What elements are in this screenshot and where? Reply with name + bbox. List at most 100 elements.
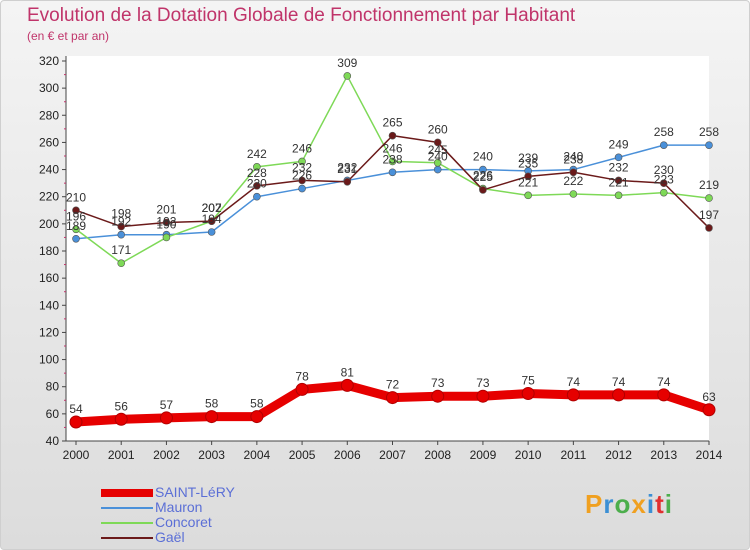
x-tick-label: 2008 bbox=[424, 448, 451, 462]
data-label: 58 bbox=[250, 397, 264, 411]
data-point bbox=[69, 415, 83, 429]
x-tick-label: 2013 bbox=[650, 448, 677, 462]
data-point bbox=[705, 224, 713, 232]
data-point bbox=[614, 191, 623, 200]
data-point bbox=[340, 378, 354, 392]
data-point bbox=[521, 387, 535, 400]
data-label: 231 bbox=[337, 162, 357, 176]
data-point bbox=[705, 194, 713, 202]
data-point bbox=[659, 179, 668, 187]
data-label: 74 bbox=[657, 375, 671, 389]
data-point bbox=[386, 391, 399, 405]
data-label: 74 bbox=[567, 375, 581, 389]
data-point bbox=[253, 182, 261, 190]
data-label: 58 bbox=[205, 397, 219, 411]
x-tick-label: 2014 bbox=[696, 448, 723, 462]
data-point bbox=[388, 168, 397, 177]
data-point bbox=[614, 153, 623, 162]
data-point bbox=[431, 389, 445, 403]
data-point bbox=[250, 410, 264, 424]
data-point bbox=[479, 165, 487, 174]
data-label: 219 bbox=[699, 178, 719, 192]
data-point bbox=[433, 165, 442, 174]
x-tick-label: 2001 bbox=[108, 448, 135, 462]
logo-letter: i bbox=[646, 489, 656, 519]
chart-subtitle: (en € et par an) bbox=[27, 29, 110, 43]
legend-swatch bbox=[101, 537, 153, 539]
x-tick-label: 2012 bbox=[605, 448, 632, 462]
data-label: 230 bbox=[654, 163, 674, 177]
data-label: 189 bbox=[66, 219, 86, 233]
data-label: 235 bbox=[518, 156, 538, 170]
data-label: 260 bbox=[428, 122, 448, 136]
logo-letter: i bbox=[664, 489, 673, 519]
data-label: 56 bbox=[115, 399, 129, 413]
logo-letter: P bbox=[585, 489, 604, 519]
data-label: 258 bbox=[654, 125, 674, 139]
data-point bbox=[569, 190, 578, 198]
data-point bbox=[72, 206, 80, 215]
legend-label: Mauron bbox=[155, 499, 203, 515]
data-label: 57 bbox=[160, 398, 174, 412]
y-tick-label: 160 bbox=[39, 271, 59, 285]
data-point bbox=[298, 184, 306, 193]
data-label: 207 bbox=[202, 201, 222, 215]
data-point bbox=[207, 228, 216, 236]
data-point bbox=[298, 176, 306, 185]
legend-label: Concoret bbox=[155, 514, 212, 530]
data-label: 194 bbox=[202, 212, 222, 226]
data-label: 190 bbox=[156, 217, 176, 231]
y-tick-label: 140 bbox=[39, 298, 59, 312]
data-point bbox=[614, 176, 623, 185]
data-label: 238 bbox=[382, 152, 402, 166]
data-label: 221 bbox=[518, 175, 538, 189]
y-tick-label: 320 bbox=[39, 54, 59, 68]
data-point bbox=[388, 131, 397, 140]
data-label: 226 bbox=[292, 169, 312, 183]
data-point bbox=[72, 225, 80, 234]
data-label: 246 bbox=[382, 141, 402, 155]
data-point bbox=[569, 168, 578, 177]
data-label: 196 bbox=[66, 209, 86, 223]
y-tick-label: 300 bbox=[39, 81, 59, 95]
y-tick-label: 180 bbox=[39, 244, 59, 258]
data-point bbox=[295, 382, 309, 396]
data-point bbox=[657, 388, 671, 402]
data-label: 54 bbox=[69, 402, 83, 416]
data-point bbox=[253, 163, 261, 171]
data-label: 75 bbox=[521, 374, 535, 388]
y-tick-label: 200 bbox=[39, 217, 59, 231]
data-label: 246 bbox=[292, 141, 312, 155]
y-tick-label: 220 bbox=[39, 190, 59, 204]
data-point bbox=[117, 222, 126, 231]
logo-letter: x bbox=[631, 489, 647, 519]
x-tick-label: 2005 bbox=[289, 448, 316, 462]
data-label: 232 bbox=[337, 160, 357, 174]
y-tick-label: 80 bbox=[46, 380, 60, 394]
data-point bbox=[117, 230, 126, 239]
x-tick-label: 2010 bbox=[515, 448, 542, 462]
data-point bbox=[612, 388, 626, 402]
data-point bbox=[114, 412, 128, 426]
data-label: 73 bbox=[476, 376, 490, 390]
data-point bbox=[205, 410, 219, 424]
legend-swatch bbox=[101, 522, 153, 524]
y-tick-label: 260 bbox=[39, 135, 59, 149]
data-label: 73 bbox=[431, 376, 445, 390]
y-tick-label: 120 bbox=[39, 325, 59, 339]
data-label: 171 bbox=[111, 243, 131, 257]
data-label: 240 bbox=[563, 150, 583, 164]
data-point bbox=[566, 388, 580, 402]
data-label: 245 bbox=[428, 143, 448, 157]
data-point bbox=[162, 233, 171, 242]
data-label: 240 bbox=[428, 150, 448, 164]
data-label: 222 bbox=[563, 174, 583, 188]
y-tick-label: 100 bbox=[39, 353, 59, 367]
x-tick-label: 2007 bbox=[379, 448, 406, 462]
plot-area bbox=[66, 56, 709, 441]
data-point bbox=[659, 188, 668, 197]
data-point bbox=[476, 389, 490, 403]
data-point bbox=[659, 141, 668, 149]
data-point bbox=[433, 138, 442, 147]
data-label: 232 bbox=[609, 160, 629, 174]
